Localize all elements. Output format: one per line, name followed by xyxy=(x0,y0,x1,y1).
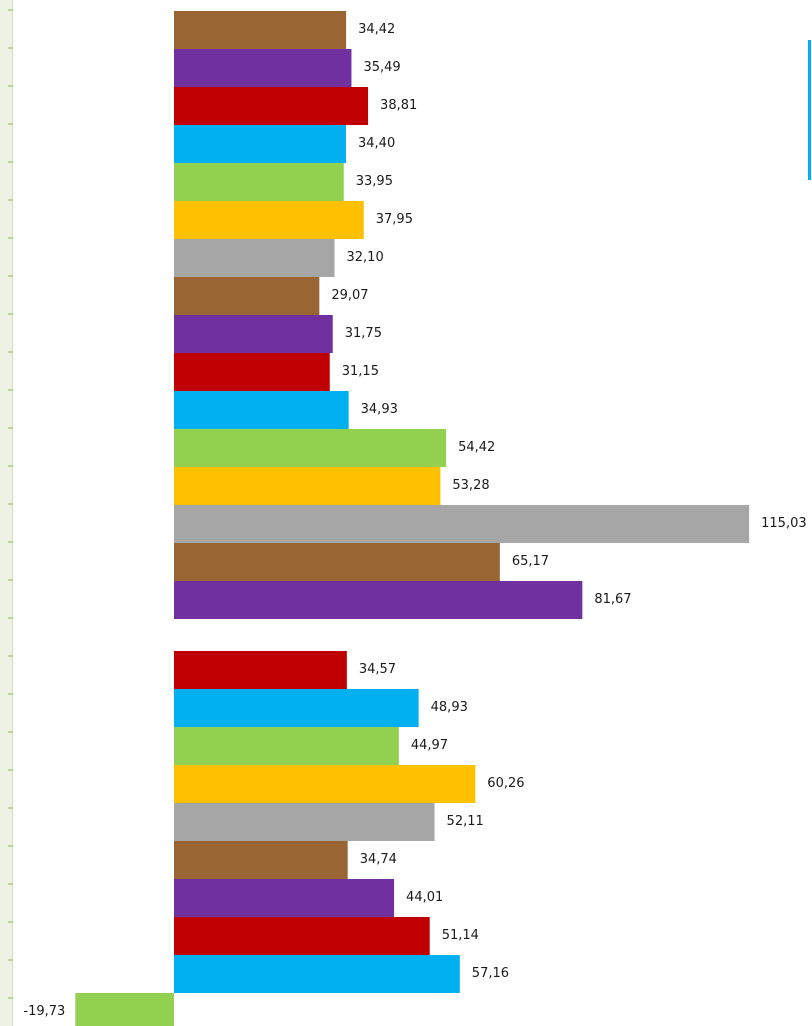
bar xyxy=(174,239,335,277)
data-label: -19,73 xyxy=(23,1004,65,1019)
data-labels: 34,42 35,49 38,81 34,40 33,95 37,95 32,10 29,07… xyxy=(23,22,806,1019)
legend-edge xyxy=(808,40,811,180)
data-label: 31,15 xyxy=(342,364,379,379)
bar xyxy=(174,803,435,841)
data-label: 38,81 xyxy=(380,98,417,113)
bar xyxy=(174,841,348,879)
bar xyxy=(174,543,500,581)
bar xyxy=(174,201,364,239)
bar xyxy=(174,391,349,429)
data-label: 54,42 xyxy=(458,440,495,455)
bar xyxy=(174,689,419,727)
bar xyxy=(174,581,583,619)
data-label: 33,95 xyxy=(356,174,393,189)
data-label: 44,97 xyxy=(411,738,448,753)
data-label: 34,74 xyxy=(360,852,397,867)
bar xyxy=(174,955,460,993)
data-label: 44,01 xyxy=(406,890,443,905)
data-label: 32,10 xyxy=(347,250,384,265)
bar xyxy=(174,353,330,391)
data-label: 34,42 xyxy=(358,22,395,37)
bars xyxy=(75,11,750,1026)
bar xyxy=(174,125,346,163)
data-label: 35,49 xyxy=(363,60,400,75)
bar xyxy=(174,277,320,315)
data-label: 60,26 xyxy=(487,776,524,791)
category-ticks xyxy=(8,9,13,999)
bar xyxy=(174,879,395,917)
data-label: 51,14 xyxy=(442,928,479,943)
bar xyxy=(174,505,750,543)
data-label: 37,95 xyxy=(376,212,413,227)
bar xyxy=(75,993,174,1026)
data-label: 34,93 xyxy=(361,402,398,417)
bar xyxy=(174,765,476,803)
bar xyxy=(174,917,430,955)
bar xyxy=(174,467,441,505)
bar xyxy=(174,11,347,49)
data-label: 48,93 xyxy=(431,700,468,715)
data-label: 53,28 xyxy=(452,478,489,493)
bar xyxy=(174,87,369,125)
data-label: 52,11 xyxy=(447,814,484,829)
data-label: 34,57 xyxy=(359,662,396,677)
data-label: 29,07 xyxy=(331,288,368,303)
bar xyxy=(174,315,333,353)
bar xyxy=(174,163,344,201)
data-label: 65,17 xyxy=(512,554,549,569)
data-label: 81,67 xyxy=(594,592,631,607)
data-label: 34,40 xyxy=(358,136,395,151)
data-label: 115,03 xyxy=(761,516,807,531)
bar xyxy=(174,429,447,467)
data-label: 31,75 xyxy=(345,326,382,341)
bar xyxy=(174,49,352,87)
bar xyxy=(174,651,347,689)
data-label: 57,16 xyxy=(472,966,509,981)
bar xyxy=(174,727,399,765)
